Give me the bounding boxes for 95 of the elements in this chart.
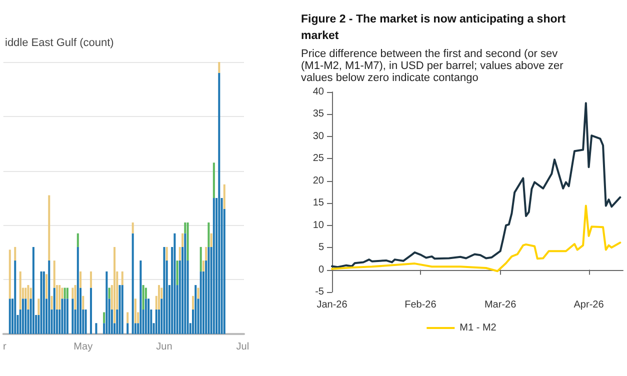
bar	[132, 222, 134, 234]
bar	[176, 260, 178, 286]
bar	[14, 246, 16, 261]
legend-label: M1 - M2	[460, 322, 497, 334]
y-tick-label: 35	[312, 108, 324, 120]
y-tick-label: -5	[315, 286, 324, 298]
bar	[155, 310, 158, 334]
bar	[192, 296, 194, 310]
bar	[72, 298, 74, 334]
bar	[174, 233, 176, 334]
bar	[22, 298, 24, 334]
y-tick-label: 5	[318, 242, 324, 254]
chart-title: iddle East Gulf (count)	[5, 37, 114, 49]
bar	[82, 296, 84, 310]
bar	[74, 285, 76, 310]
bar	[121, 271, 124, 286]
bar	[106, 271, 108, 334]
bar	[66, 298, 68, 334]
chart-subtitle: Price difference between the first and second (or sev (M1-M2, M1-M7), in USD per barrel; values above zer values below zero indicate contango	[301, 48, 564, 84]
bar	[103, 312, 106, 324]
bar	[200, 246, 202, 272]
bar	[158, 285, 160, 310]
y-tick-label: 10	[312, 220, 324, 231]
y-tick-label: 30	[312, 130, 324, 142]
bar	[142, 285, 144, 310]
bar	[8, 250, 11, 299]
bar	[90, 271, 92, 288]
x-tick-label: Mar-26	[484, 300, 517, 310]
y-tick-label: 25	[312, 153, 324, 164]
bar	[140, 260, 142, 334]
bar	[212, 162, 215, 198]
bar	[76, 246, 79, 334]
bar	[61, 298, 64, 334]
bar	[84, 310, 87, 334]
y-tick-label: 40	[312, 86, 324, 98]
bar	[76, 233, 79, 247]
bar	[24, 298, 27, 334]
y-tick-label: 0	[318, 264, 324, 276]
bar	[27, 285, 30, 310]
bar	[134, 298, 136, 324]
x-tick-label: May	[74, 342, 93, 352]
x-tick-label: Jul	[236, 342, 250, 352]
bar	[32, 246, 34, 334]
line-series	[331, 102, 622, 268]
bar	[223, 184, 226, 209]
bar	[80, 271, 82, 288]
bar	[184, 233, 186, 334]
bar	[114, 246, 116, 324]
bar	[121, 285, 124, 334]
x-tick-label: r	[2, 342, 7, 352]
bar	[8, 298, 11, 334]
bar	[144, 298, 147, 334]
bar	[212, 198, 215, 334]
bar	[40, 271, 42, 334]
bar	[166, 246, 168, 261]
bar	[218, 62, 220, 73]
bar	[186, 222, 189, 261]
bar	[148, 298, 150, 334]
bar	[182, 233, 184, 247]
bar	[46, 274, 48, 299]
bar	[58, 285, 61, 310]
y-tick-label: 15	[312, 198, 324, 209]
bar	[132, 233, 134, 334]
bar	[163, 246, 166, 334]
bar	[197, 288, 200, 299]
bar	[208, 246, 210, 334]
bar	[118, 285, 121, 334]
bar	[210, 233, 212, 247]
bar	[108, 288, 110, 299]
x-tick-label: Jun	[156, 342, 172, 352]
bar	[14, 260, 16, 334]
bar	[126, 312, 129, 324]
x-tick-label: Apr-26	[574, 300, 604, 310]
bar	[202, 260, 204, 272]
bar	[205, 246, 208, 261]
bar	[95, 323, 98, 334]
bar	[53, 288, 56, 334]
chart-title: Figure 2 - The market is now anticipating a short market	[301, 13, 566, 42]
bar	[208, 222, 210, 247]
bar	[50, 296, 53, 310]
x-tick-label: Feb-26	[404, 300, 437, 310]
x-tick-label: Jan-26	[316, 300, 348, 310]
bar	[126, 323, 129, 334]
bar	[66, 288, 68, 299]
bar	[48, 260, 50, 334]
y-tick-label: 20	[312, 175, 324, 186]
bar	[42, 271, 45, 334]
bar	[194, 285, 197, 334]
bar	[38, 298, 40, 315]
bar	[200, 271, 202, 334]
bar	[178, 246, 181, 261]
bar	[90, 288, 92, 334]
bar	[19, 271, 22, 310]
bar	[218, 72, 220, 334]
bar	[48, 195, 50, 261]
